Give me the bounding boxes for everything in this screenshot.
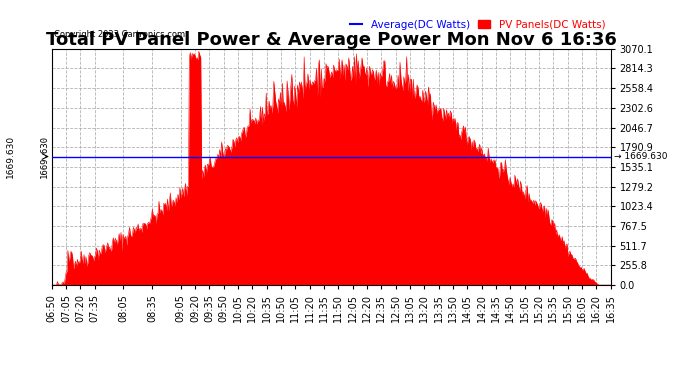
Text: 1669.630: 1669.630 — [6, 135, 15, 178]
Title: Total PV Panel Power & Average Power Mon Nov 6 16:36: Total PV Panel Power & Average Power Mon… — [46, 31, 617, 49]
Text: Copyright 2023 Cartronics.com: Copyright 2023 Cartronics.com — [54, 30, 185, 39]
Text: 1669.630: 1669.630 — [40, 135, 49, 178]
Text: → 1669.630: → 1669.630 — [614, 152, 668, 161]
Legend: Average(DC Watts), PV Panels(DC Watts): Average(DC Watts), PV Panels(DC Watts) — [350, 20, 605, 30]
